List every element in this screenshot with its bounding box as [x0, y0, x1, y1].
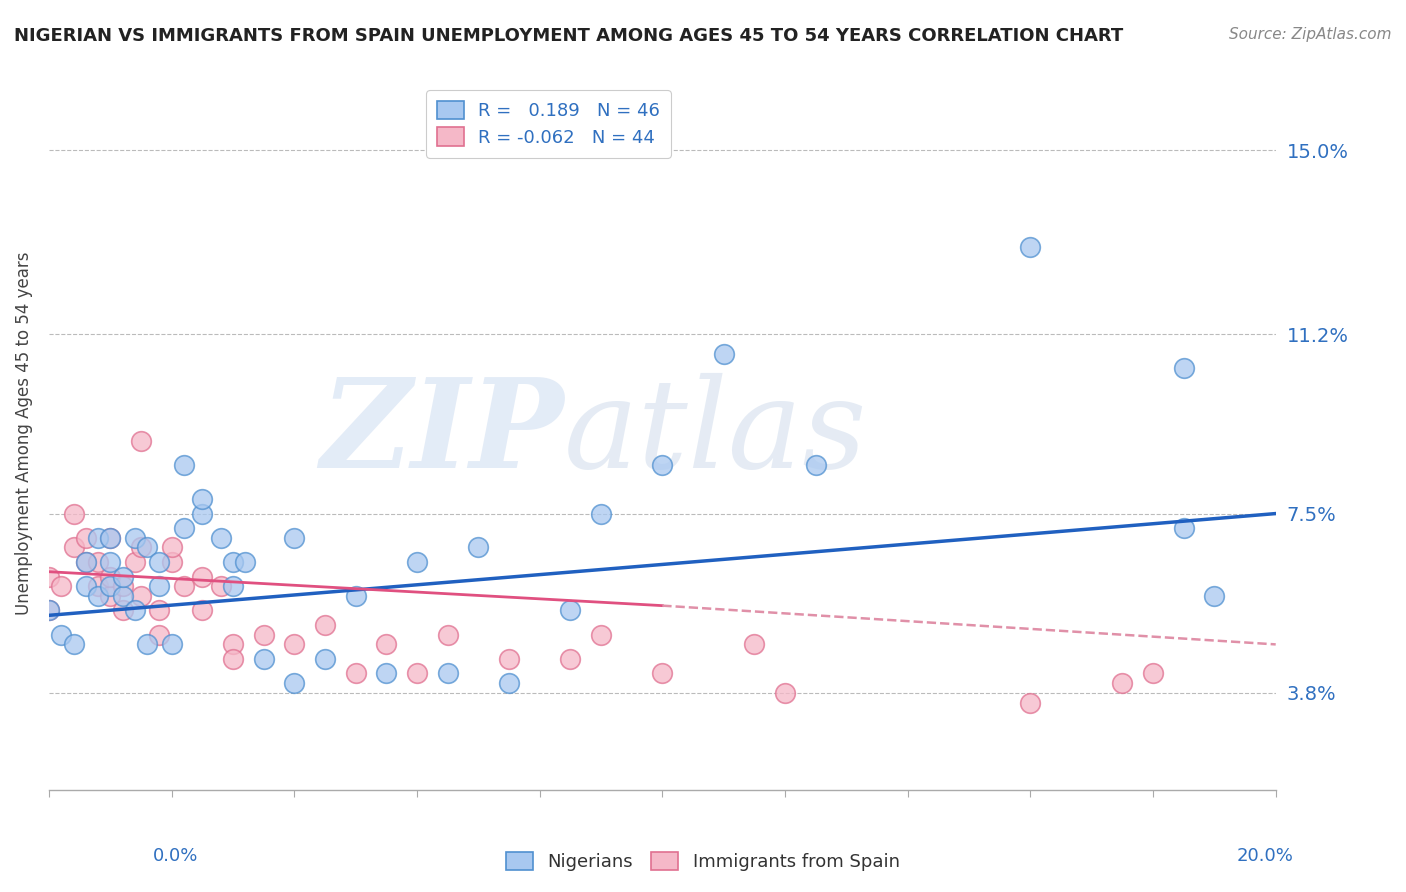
Point	[406, 666, 429, 681]
Point	[436, 628, 458, 642]
Point	[38, 603, 60, 617]
Text: Source: ZipAtlas.com: Source: ZipAtlas.com	[1229, 27, 1392, 42]
Point	[375, 666, 398, 681]
Legend: R =   0.189   N = 46, R = -0.062   N = 44: R = 0.189 N = 46, R = -0.062 N = 44	[426, 90, 671, 158]
Point	[129, 541, 152, 555]
Point	[191, 507, 214, 521]
Point	[98, 589, 121, 603]
Point	[87, 589, 110, 603]
Point	[222, 555, 245, 569]
Point	[560, 603, 582, 617]
Point	[111, 603, 134, 617]
Point	[713, 346, 735, 360]
Point	[87, 579, 110, 593]
Point	[160, 637, 183, 651]
Point	[87, 531, 110, 545]
Point	[98, 531, 121, 545]
Point	[1173, 521, 1195, 535]
Point	[75, 531, 97, 545]
Point	[560, 652, 582, 666]
Text: 0.0%: 0.0%	[153, 847, 198, 865]
Y-axis label: Unemployment Among Ages 45 to 54 years: Unemployment Among Ages 45 to 54 years	[15, 252, 32, 615]
Point	[160, 541, 183, 555]
Point	[651, 458, 673, 472]
Point	[1173, 361, 1195, 376]
Point	[209, 579, 232, 593]
Point	[191, 603, 214, 617]
Point	[589, 628, 612, 642]
Point	[222, 637, 245, 651]
Point	[129, 589, 152, 603]
Point	[62, 637, 84, 651]
Text: ZIP: ZIP	[321, 373, 564, 494]
Point	[375, 637, 398, 651]
Point	[62, 507, 84, 521]
Point	[233, 555, 256, 569]
Point	[148, 628, 170, 642]
Point	[148, 579, 170, 593]
Point	[191, 569, 214, 583]
Point	[51, 628, 73, 642]
Point	[498, 652, 520, 666]
Point	[98, 555, 121, 569]
Point	[589, 507, 612, 521]
Point	[1142, 666, 1164, 681]
Point	[136, 541, 159, 555]
Point	[124, 555, 146, 569]
Point	[136, 637, 159, 651]
Point	[111, 569, 134, 583]
Point	[222, 579, 245, 593]
Point	[124, 531, 146, 545]
Point	[209, 531, 232, 545]
Point	[222, 652, 245, 666]
Point	[75, 555, 97, 569]
Point	[38, 603, 60, 617]
Point	[98, 531, 121, 545]
Point	[314, 618, 336, 632]
Point	[651, 666, 673, 681]
Point	[98, 569, 121, 583]
Point	[75, 579, 97, 593]
Point	[98, 579, 121, 593]
Point	[1204, 589, 1226, 603]
Point	[38, 569, 60, 583]
Point	[87, 555, 110, 569]
Point	[111, 579, 134, 593]
Point	[283, 676, 305, 690]
Point	[173, 521, 195, 535]
Point	[160, 555, 183, 569]
Point	[804, 458, 827, 472]
Point	[436, 666, 458, 681]
Point	[344, 589, 367, 603]
Point	[253, 628, 276, 642]
Point	[62, 541, 84, 555]
Point	[498, 676, 520, 690]
Point	[467, 541, 489, 555]
Point	[173, 458, 195, 472]
Point	[129, 434, 152, 448]
Point	[148, 603, 170, 617]
Point	[51, 579, 73, 593]
Point	[314, 652, 336, 666]
Point	[406, 555, 429, 569]
Text: NIGERIAN VS IMMIGRANTS FROM SPAIN UNEMPLOYMENT AMONG AGES 45 TO 54 YEARS CORRELA: NIGERIAN VS IMMIGRANTS FROM SPAIN UNEMPL…	[14, 27, 1123, 45]
Point	[1019, 240, 1042, 254]
Point	[75, 555, 97, 569]
Point	[744, 637, 766, 651]
Point	[124, 603, 146, 617]
Text: 20.0%: 20.0%	[1237, 847, 1294, 865]
Point	[1111, 676, 1133, 690]
Point	[253, 652, 276, 666]
Point	[111, 589, 134, 603]
Point	[773, 686, 796, 700]
Point	[173, 579, 195, 593]
Point	[344, 666, 367, 681]
Point	[1019, 696, 1042, 710]
Point	[148, 555, 170, 569]
Text: atlas: atlas	[564, 373, 868, 494]
Legend: Nigerians, Immigrants from Spain: Nigerians, Immigrants from Spain	[499, 845, 907, 879]
Point	[283, 531, 305, 545]
Point	[191, 491, 214, 506]
Point	[283, 637, 305, 651]
